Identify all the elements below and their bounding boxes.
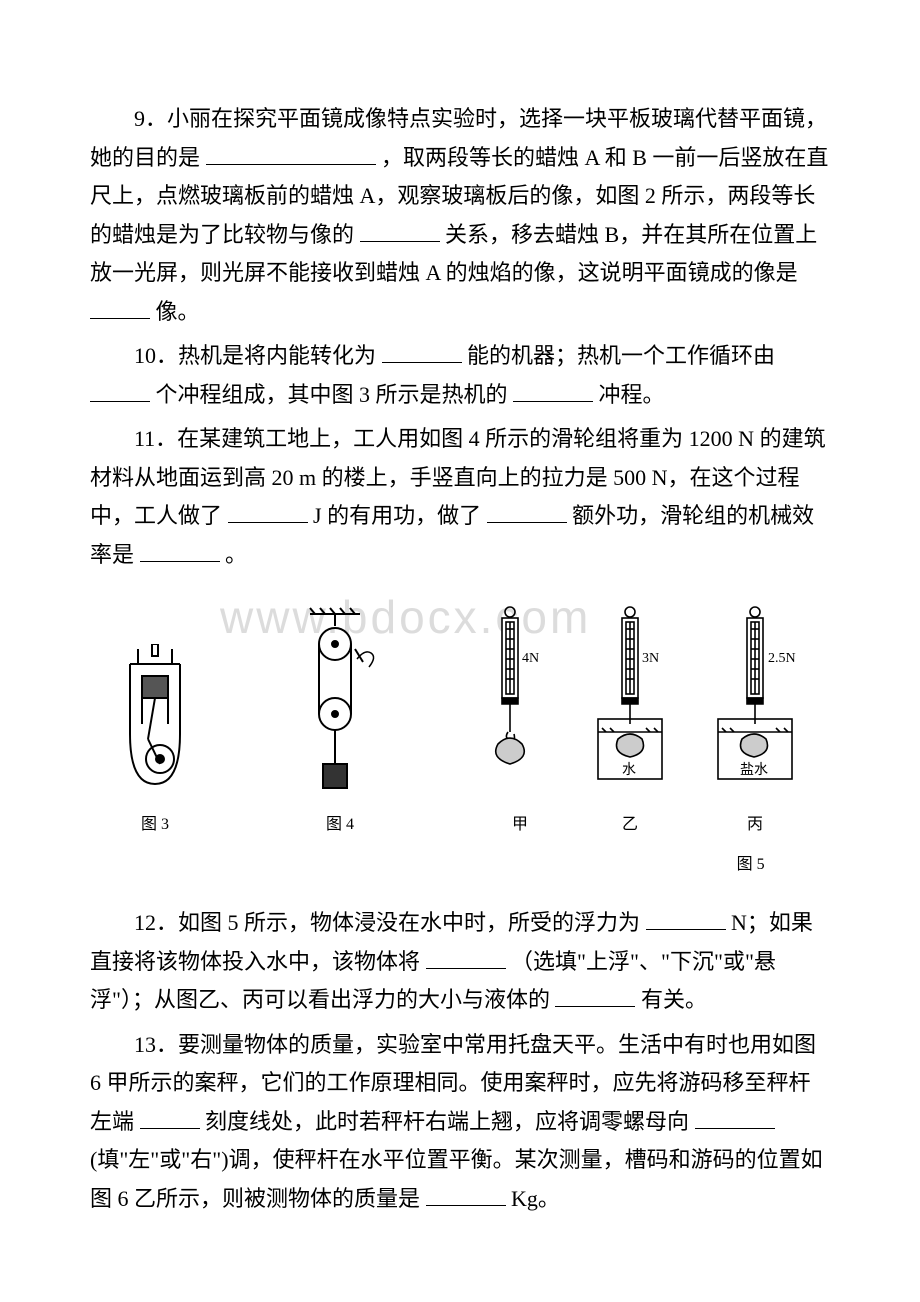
q9-blank-1 [206, 140, 376, 164]
question-12: 12．如图 5 所示，物体浸没在水中时，所受的浮力为 N；如果直接将该物体投入水… [90, 904, 830, 1020]
q9-blank-3 [90, 294, 150, 318]
question-11: 11．在某建筑工地上，工人用如图 4 所示的滑轮组将重为 1200 N 的建筑材… [90, 420, 830, 574]
figure-3: 图 3 [110, 644, 200, 834]
q11-blank-2 [487, 499, 567, 523]
q11-text-4: 。 [225, 542, 247, 567]
engine-icon [110, 644, 200, 804]
q12-text-1: 12．如图 5 所示，物体浸没在水中时，所受的浮力为 [134, 910, 640, 935]
figure-3-label: 图 3 [141, 810, 169, 834]
q12-text-4: 有关。 [641, 987, 707, 1012]
figure-row: 图 3 [90, 604, 830, 834]
q10-blank-2 [90, 377, 150, 401]
q13-blank-2 [695, 1104, 775, 1128]
figure-5: 4N 甲 3N [480, 604, 810, 834]
q9-text-4: 像。 [156, 299, 200, 324]
q13-text-2: 刻度线处，此时若秤杆右端上翘，应将调零螺母向 [205, 1109, 689, 1134]
q13-blank-3 [426, 1181, 506, 1205]
question-13: 13．要测量物体的质量，实验室中常用托盘天平。生活中有时也用如图 6 甲所示的案… [90, 1026, 830, 1219]
q10-blank-1 [382, 339, 462, 363]
pulley-icon [285, 604, 395, 804]
q12-blank-1 [646, 906, 726, 930]
q13-blank-1 [140, 1104, 200, 1128]
q9-blank-2 [360, 217, 440, 241]
yi-label: 乙 [622, 810, 638, 834]
figure-5-label: 图 5 [737, 850, 765, 874]
spring-scale-bing-icon: 2.5N 盐水 [700, 604, 810, 804]
q13-text-4: Kg。 [511, 1186, 560, 1211]
q10-text-3: 个冲程组成，其中图 3 所示是热机的 [156, 382, 508, 407]
spring-scale-jia-icon: 4N [480, 604, 560, 804]
q10-blank-3 [513, 377, 593, 401]
svg-text:3N: 3N [642, 651, 659, 666]
figure-4: 图 4 [285, 604, 395, 834]
q11-blank-3 [140, 537, 220, 561]
svg-text:水: 水 [622, 762, 636, 778]
question-9: 9．小丽在探究平面镜成像特点实验时，选择一块平板玻璃代替平面镜，她的目的是 ，取… [90, 100, 830, 331]
q12-blank-3 [555, 983, 635, 1007]
q12-blank-2 [426, 944, 506, 968]
svg-text:2.5N: 2.5N [768, 651, 796, 666]
bing-label: 丙 [747, 810, 763, 834]
q10-text-2: 能的机器；热机一个工作循环由 [467, 343, 775, 368]
svg-text:4N: 4N [522, 651, 539, 666]
q10-text-1: 10．热机是将内能转化为 [134, 343, 376, 368]
svg-text:盐水: 盐水 [740, 762, 768, 778]
q10-text-4: 冲程。 [599, 382, 665, 407]
q11-blank-1 [228, 499, 308, 523]
jia-label: 甲 [512, 810, 528, 834]
figure-4-label: 图 4 [326, 810, 354, 834]
spring-scale-yi-icon: 3N 水 [580, 604, 680, 804]
question-10: 10．热机是将内能转化为 能的机器；热机一个工作循环由 个冲程组成，其中图 3 … [90, 337, 830, 414]
q11-text-2: J 的有用功，做了 [313, 503, 481, 528]
